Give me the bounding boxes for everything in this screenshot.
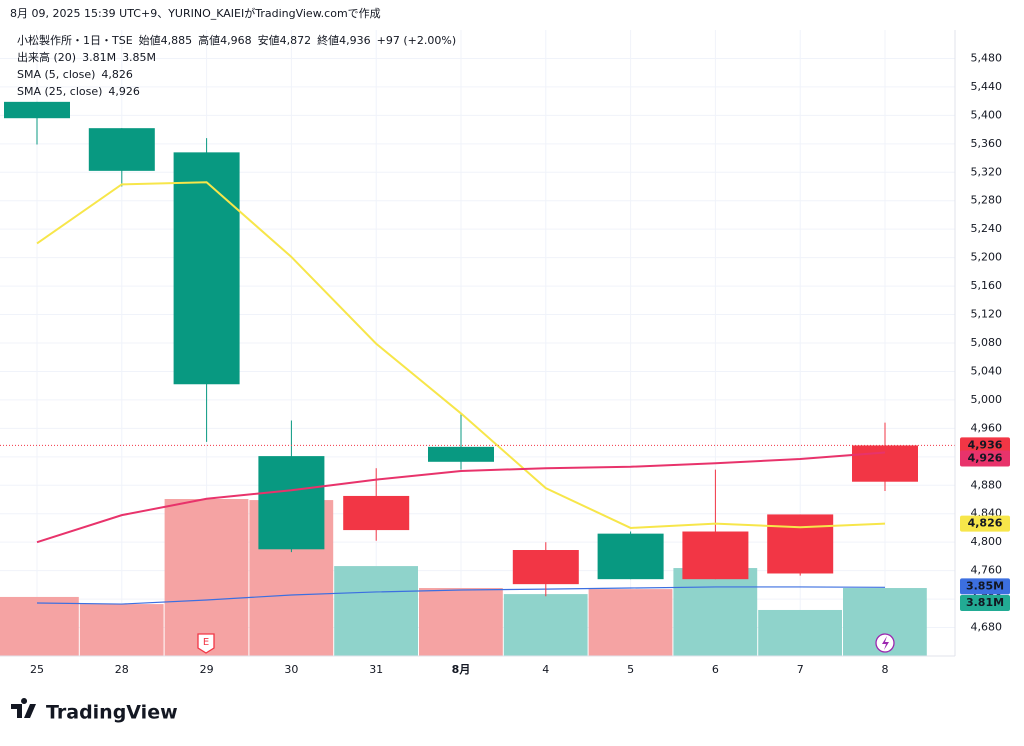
volume-bar	[588, 589, 673, 656]
price-tag	[960, 578, 1010, 595]
x-tick-label: 4	[542, 663, 549, 676]
volume-bar	[419, 588, 503, 656]
x-tick-label: 29	[200, 663, 214, 676]
y-tick-label: 4,800	[971, 535, 1003, 548]
x-tick-label: 8	[882, 663, 889, 676]
earnings-icon[interactable]: E	[197, 633, 215, 654]
plot	[0, 101, 927, 656]
y-tick-label: 5,200	[971, 251, 1003, 264]
legend-text: SMA (25, close)	[17, 85, 102, 98]
y-tick-label: 5,240	[971, 222, 1003, 235]
legend-text: 4,926	[108, 85, 140, 98]
x-tick-label: 8月	[452, 663, 471, 676]
legend-text: 4,826	[101, 68, 133, 81]
x-tick-label: 30	[284, 663, 298, 676]
legend-text: SMA (5, close)	[17, 68, 95, 81]
legend-text: 4,872	[280, 34, 312, 47]
price-tag-label: 4,826	[968, 517, 1003, 530]
candle-body	[88, 128, 155, 171]
y-tick-label: 5,080	[971, 336, 1003, 349]
volume-bar	[758, 609, 842, 656]
candle-body	[512, 550, 579, 585]
candle-body	[258, 456, 325, 550]
svg-text:E: E	[203, 637, 209, 648]
price-tag-label: 3.85M	[966, 579, 1004, 592]
volume-bar	[0, 596, 79, 656]
legend-text: 3.85M	[122, 51, 156, 64]
y-tick-label: 5,000	[971, 393, 1003, 406]
volume-bar	[673, 568, 758, 656]
volume-bar	[79, 604, 164, 656]
volume-bar	[164, 499, 249, 656]
sma-line	[36, 451, 886, 544]
candle-body	[173, 152, 240, 385]
price-tag-label: 4,936	[968, 438, 1003, 451]
caption: 8月 09, 2025 15:39 UTC+9、YURINO_KAIEIがTra…	[10, 6, 381, 20]
price-tag	[960, 515, 1010, 532]
brand: TradingView	[46, 702, 178, 724]
legend-text: 小松製作所・1日・TSE	[17, 33, 133, 47]
price-tag-label: 4,926	[968, 452, 1003, 465]
legend-text: 3.81M	[82, 51, 116, 64]
legend-text: +97 (+2.00%)	[377, 34, 456, 47]
legend-text: 4,936	[339, 34, 371, 47]
price-tag	[960, 450, 1010, 467]
sma-line	[36, 181, 886, 529]
y-tick-label: 5,480	[971, 51, 1003, 64]
x-tick-label: 28	[115, 663, 129, 676]
volume-bar	[334, 566, 418, 656]
legend-text: 始値	[139, 33, 161, 47]
y-tick-label: 5,160	[971, 279, 1003, 292]
candle-body	[597, 533, 664, 580]
y-tick-label: 5,040	[971, 364, 1003, 377]
legend-text: 4,968	[220, 34, 252, 47]
volume-bar	[503, 594, 588, 656]
legend-text: 4,885	[161, 34, 193, 47]
x-tick-label: 5	[627, 663, 634, 676]
legend-text: 高値	[198, 33, 220, 47]
x-tick-label: 6	[712, 663, 719, 676]
candle-body	[428, 446, 494, 462]
y-tick-label: 4,760	[971, 564, 1003, 577]
x-tick-label: 25	[30, 663, 44, 676]
y-tick-label: 4,880	[971, 478, 1003, 491]
y-tick-label: 5,360	[971, 137, 1003, 150]
legend-text: 出来高 (20)	[17, 50, 76, 64]
volume-sma-line	[36, 586, 886, 605]
y-tick-label: 5,320	[971, 165, 1003, 178]
candle-body	[343, 495, 410, 531]
logo: TradingView	[11, 698, 178, 724]
y-tick-label: 4,680	[971, 621, 1003, 634]
candle-body	[852, 445, 918, 482]
x-tick-label: 31	[369, 663, 383, 676]
y-tick-label: 5,280	[971, 194, 1003, 207]
legend-text: 安値	[258, 33, 280, 47]
legend-text: 終値	[317, 33, 339, 47]
y-tick-label: 5,120	[971, 308, 1003, 321]
event-icon[interactable]	[875, 633, 895, 653]
price-tag	[960, 595, 1010, 612]
candle-body	[767, 514, 834, 574]
y-tick-label: 5,400	[971, 108, 1003, 121]
candle-body	[682, 531, 749, 580]
y-tick-label: 5,440	[971, 80, 1003, 93]
x-tick-label: 7	[797, 663, 804, 676]
price-tag-label: 3.81M	[966, 596, 1004, 609]
price-tag	[960, 437, 1010, 454]
y-tick-label: 4,960	[971, 421, 1003, 434]
candle-body	[4, 101, 70, 119]
